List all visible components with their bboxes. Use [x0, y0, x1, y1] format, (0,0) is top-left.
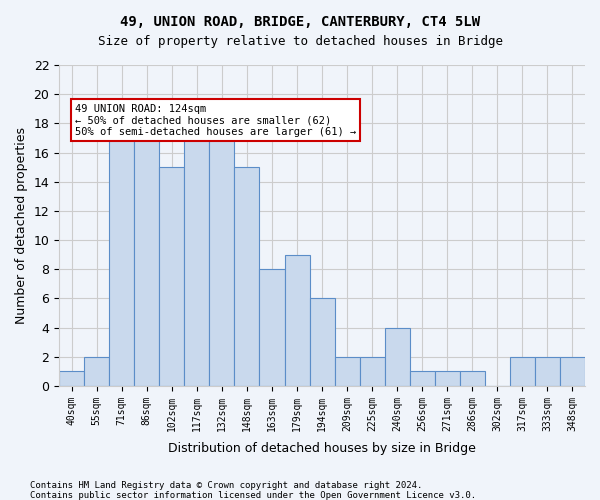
Bar [385, 328, 410, 386]
Text: 49, UNION ROAD, BRIDGE, CANTERBURY, CT4 5LW: 49, UNION ROAD, BRIDGE, CANTERBURY, CT4 … [120, 15, 480, 29]
Bar [410, 372, 435, 386]
X-axis label: Distribution of detached houses by size in Bridge: Distribution of detached houses by size … [168, 442, 476, 455]
Bar [310, 298, 335, 386]
Bar [59, 372, 84, 386]
Bar [209, 138, 235, 386]
Bar [259, 269, 284, 386]
Bar [510, 356, 535, 386]
Bar [134, 124, 160, 386]
Text: Size of property relative to detached houses in Bridge: Size of property relative to detached ho… [97, 35, 503, 48]
Bar [435, 372, 460, 386]
Text: Contains HM Land Registry data © Crown copyright and database right 2024.: Contains HM Land Registry data © Crown c… [30, 481, 422, 490]
Bar [284, 254, 310, 386]
Bar [359, 356, 385, 386]
Text: 49 UNION ROAD: 124sqm
← 50% of detached houses are smaller (62)
50% of semi-deta: 49 UNION ROAD: 124sqm ← 50% of detached … [75, 104, 356, 136]
Bar [235, 167, 259, 386]
Bar [160, 167, 184, 386]
Bar [335, 356, 359, 386]
Bar [535, 356, 560, 386]
Y-axis label: Number of detached properties: Number of detached properties [15, 127, 28, 324]
Bar [84, 356, 109, 386]
Bar [560, 356, 585, 386]
Bar [184, 138, 209, 386]
Bar [460, 372, 485, 386]
Bar [109, 124, 134, 386]
Text: Contains public sector information licensed under the Open Government Licence v3: Contains public sector information licen… [30, 491, 476, 500]
